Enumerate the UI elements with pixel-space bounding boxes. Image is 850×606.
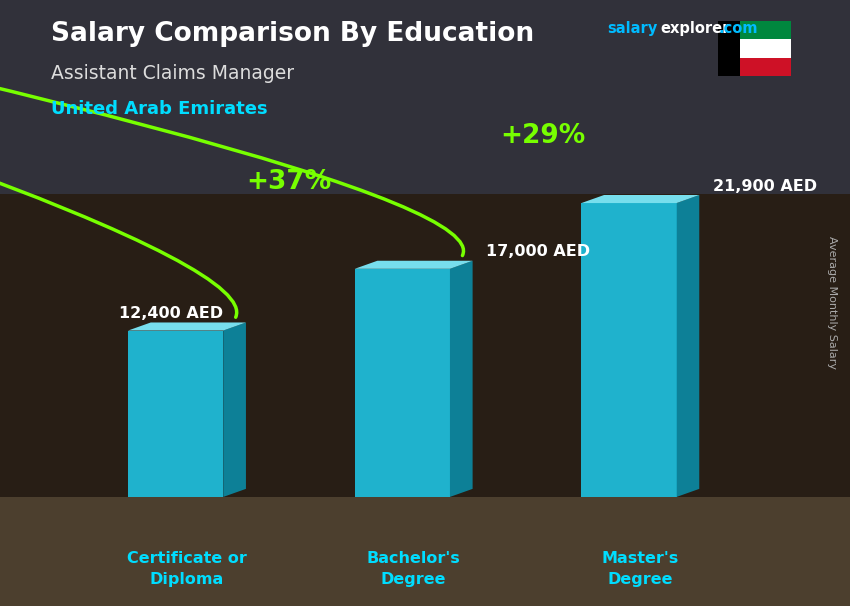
Polygon shape — [128, 322, 246, 330]
Text: .com: .com — [718, 21, 757, 36]
Bar — [0, 0, 850, 194]
Bar — [718, 39, 791, 58]
Text: Bachelor's
Degree: Bachelor's Degree — [367, 551, 461, 587]
Text: Assistant Claims Manager: Assistant Claims Manager — [51, 64, 294, 82]
Text: Master's
Degree: Master's Degree — [602, 551, 679, 587]
Text: 17,000 AED: 17,000 AED — [486, 244, 590, 259]
Text: explorer: explorer — [660, 21, 730, 36]
Polygon shape — [354, 261, 473, 269]
Polygon shape — [128, 330, 224, 497]
Bar — [0, 194, 850, 497]
Bar — [0, 497, 850, 606]
Bar — [718, 21, 740, 76]
Polygon shape — [581, 195, 700, 203]
Bar — [718, 58, 791, 76]
Polygon shape — [224, 322, 246, 497]
Text: United Arab Emirates: United Arab Emirates — [51, 100, 268, 118]
Text: +29%: +29% — [501, 123, 586, 149]
Text: Salary Comparison By Education: Salary Comparison By Education — [51, 21, 534, 47]
Polygon shape — [450, 261, 473, 497]
Text: Certificate or
Diploma: Certificate or Diploma — [127, 551, 247, 587]
Polygon shape — [581, 203, 677, 497]
Text: Average Monthly Salary: Average Monthly Salary — [827, 236, 837, 370]
Bar — [718, 21, 791, 39]
Text: +37%: +37% — [246, 168, 332, 195]
Text: 21,900 AED: 21,900 AED — [713, 179, 817, 194]
Polygon shape — [354, 269, 450, 497]
Polygon shape — [677, 195, 700, 497]
Text: 12,400 AED: 12,400 AED — [119, 306, 223, 321]
Text: salary: salary — [608, 21, 658, 36]
